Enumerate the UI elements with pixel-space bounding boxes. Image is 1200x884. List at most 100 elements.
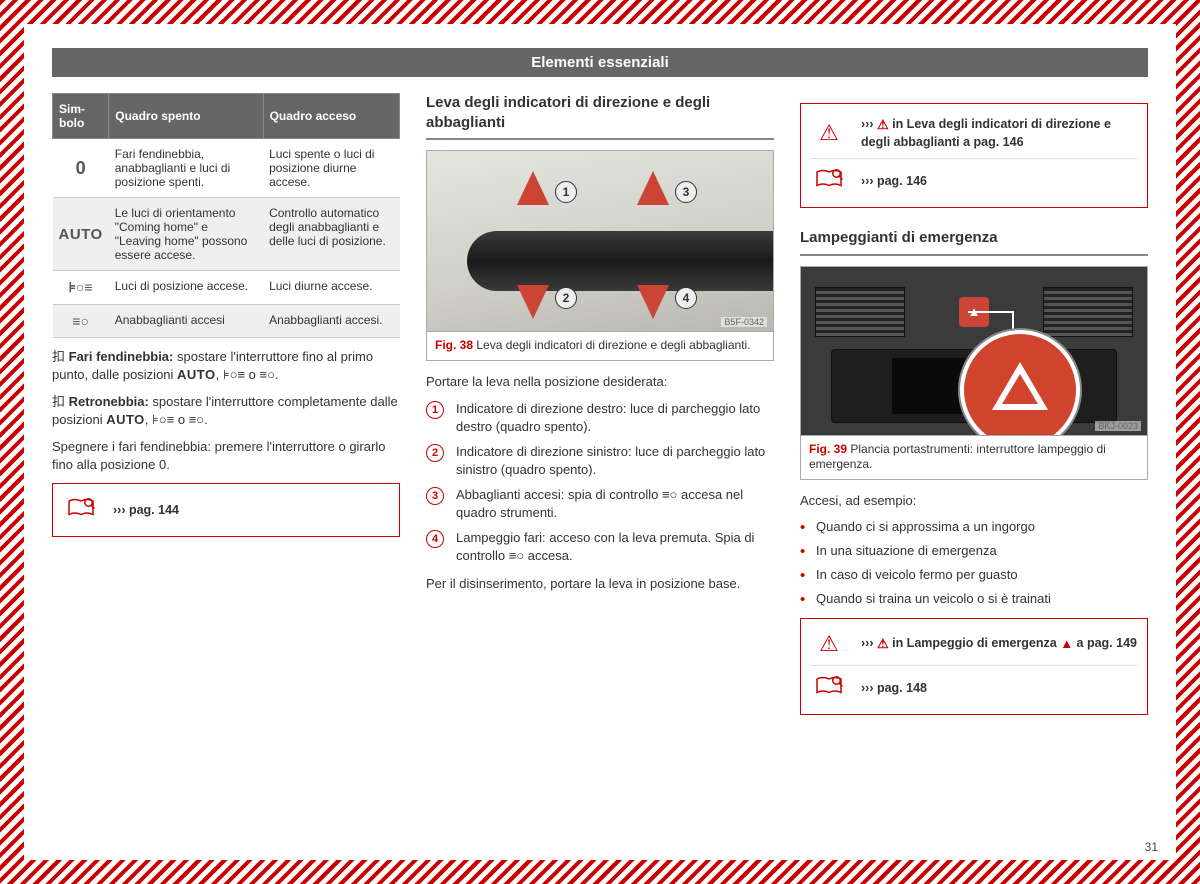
warning-triangle-icon: ⚠ [811,631,847,657]
figure-38-caption: Fig. 38 Leva degli indicatori di direzio… [427,331,773,360]
ref-text: ››› pag. 148 [861,680,1137,696]
on-cell: Luci spente o luci di posizione diurne a… [263,139,399,198]
th-on: Quadro acceso [263,94,399,139]
reference-box: ››› pag. 144 [52,483,400,537]
fig-caption-text: Leva degli indicatori di direzione e deg… [473,338,751,352]
th-symbol: Sim- bolo [53,94,109,139]
figure-38: 1 2 3 4 B5F-0342 Fig. 38 Leva degli indi… [426,150,774,361]
page-title-bar: Elementi essenziali [52,48,1148,77]
callout-4: 4 [675,287,697,309]
figure-39-image: ▲ BKJ-0023 [801,267,1147,435]
list-item: In una situazione di emergenza [800,543,1148,560]
symbol-cell: 0 [53,139,109,198]
warning-triangle-icon: ⚠ [877,117,889,134]
auto-text: AUTO [106,412,145,427]
column-left: Sim- bolo Quadro spento Quadro acceso 0 … [52,93,400,715]
off-cell: Fari fendinebbia, anabbaglianti e luci d… [109,139,263,198]
fog-rear-para: 扣 Retronebbia: spostare l'interruttore c… [52,393,400,428]
air-vent [1043,287,1133,337]
ref-row: ››› pag. 144 [63,492,389,528]
fig-number: Fig. 38 [435,338,473,352]
marker-1: 1 [426,401,444,419]
hazard-bullets: Quando ci si approssima a un ingorgo In … [800,519,1148,608]
table-row: ≡○ Anabbaglianti accesi Anabbaglianti ac… [53,305,400,338]
on-cell: Anabbaglianti accesi. [263,305,399,338]
ref-text: ››› ⚠ in Lampeggio di emergenza ▲ a pag.… [861,635,1137,653]
marker-3: 3 [426,487,444,505]
arrow-down-icon [637,285,669,319]
symbol-cell: AUTO [53,198,109,271]
hazard-triangle-icon: ▲ [1060,636,1073,653]
book-icon [63,496,99,524]
fog-front-label: Fari fendinebbia: [69,349,174,364]
ref-text: ››› ⚠ in Leva degli indicatori di direzi… [861,116,1137,150]
item-text: Abbaglianti accesi: spia di controllo ≡○… [456,487,743,520]
image-code: B5F-0342 [721,317,767,327]
air-vent [815,287,905,337]
symbol-cell: ⊧○≡ [53,271,109,305]
off-cell: Anabbaglianti accesi [109,305,263,338]
list-item: 4Lampeggio fari: acceso con la leva prem… [426,529,774,564]
figure-38-image: 1 2 3 4 B5F-0342 [427,151,773,331]
fig-caption-text: Plancia portastrumenti: interruttore lam… [809,442,1106,472]
ref-row: ⚠ ››› ⚠ in Leva degli indicatori di dire… [811,112,1137,154]
text: a pag. 149 [1073,636,1137,650]
table-row: ⊧○≡ Luci di posizione accese. Luci diurn… [53,271,400,305]
page-content: Elementi essenziali Sim- bolo Quadro spe… [24,24,1176,860]
section-heading-lever: Leva degli indicatori di direzione e deg… [426,93,774,140]
list-item: Quando ci si approssima a un ingorgo [800,519,1148,536]
auto-text: AUTO [177,367,216,382]
callout-1: 1 [555,181,577,203]
arrow-up-icon [637,171,669,205]
text: , ⊧○≡ o ≡○. [216,367,279,382]
reference-box-bottom: ⚠ ››› ⚠ in Lampeggio di emergenza ▲ a pa… [800,618,1148,715]
fig-number: Fig. 39 [809,442,847,456]
figure-39-caption: Fig. 39 Plancia portastrumenti: interrut… [801,435,1147,479]
list-item: 1 Indicatore di direzione destro: luce di… [426,400,774,435]
marker-4: 4 [426,530,444,548]
book-icon [811,167,847,195]
book-icon [811,674,847,702]
off-cell: Luci di posizione accese. [109,271,263,305]
list-item: 2 Indicatore di direzione sinistro: luce … [426,443,774,478]
image-code: BKJ-0023 [1095,421,1141,431]
ref-text: ››› pag. 144 [113,502,389,518]
symbol-cell: ≡○ [53,305,109,338]
fog-front-para: 扣 Fari fendinebbia: spostare l'interrutt… [52,348,400,383]
warning-triangle-icon: ⚠ [811,120,847,146]
columns: Sim- bolo Quadro spento Quadro acceso 0 … [52,93,1148,715]
text: in Leva degli indicatori di direzione e … [861,117,1111,149]
text: in Lampeggio di emergenza [889,636,1061,650]
on-cell: Controllo automatico degli anabbaglianti… [263,198,399,271]
item-text: Indicatore di direzione sinistro: luce d… [456,444,765,477]
callout-3: 3 [675,181,697,203]
fog-icon: 扣 [52,394,65,409]
figure-39: ▲ BKJ-0023 Fig. 39 Plancia portastrument… [800,266,1148,480]
list-item: Quando si traina un veicolo o si è train… [800,591,1148,608]
ref-row: ⚠ ››› ⚠ in Lampeggio di emergenza ▲ a pa… [811,627,1137,661]
lever-outro: Per il disinserimento, portare la leva i… [426,575,774,593]
item-text: Indicatore di direzione destro: luce di … [456,401,760,434]
fog-off-para: Spegnere i fari fendinebbia: premere l'i… [52,438,400,473]
warning-triangle-icon: ⚠ [877,636,889,653]
list-item: In caso di veicolo fermo per guasto [800,567,1148,584]
marker-2: 2 [426,444,444,462]
arrow-down-icon [517,285,549,319]
page-title: Elementi essenziali [531,54,669,71]
hazard-triangle-icon [992,362,1048,410]
fog-rear-label: Retronebbia: [69,394,149,409]
ref-text: ››› pag. 146 [861,173,1137,189]
lever-positions-list: 1 Indicatore di direzione destro: luce di… [426,400,774,564]
table-row: 0 Fari fendinebbia, anabbaglianti e luci… [53,139,400,198]
off-cell: Le luci di orientamento "Coming home" e … [109,198,263,271]
ref-row: ››› pag. 148 [811,665,1137,706]
column-middle: Leva degli indicatori di direzione e deg… [426,93,774,715]
hazard-intro: Accesi, ad esempio: [800,492,1148,510]
lever-stalk [467,231,773,291]
table-row: AUTO Le luci di orientamento "Coming hom… [53,198,400,271]
th-off: Quadro spento [109,94,263,139]
light-switch-table: Sim- bolo Quadro spento Quadro acceso 0 … [52,93,400,338]
text: , ⊧○≡ o ≡○. [145,412,208,427]
text: ››› [861,117,877,131]
list-item: 3 Abbaglianti accesi: spia di controllo ≡… [426,486,774,521]
